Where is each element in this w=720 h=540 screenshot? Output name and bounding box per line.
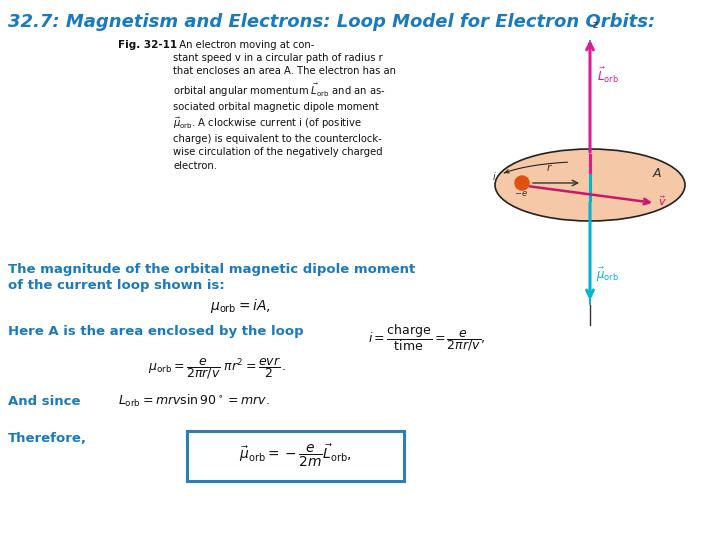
Text: $i$: $i$ xyxy=(492,170,497,182)
Text: $L_\mathrm{orb} = mrv\sin 90^\circ = mrv.$: $L_\mathrm{orb} = mrv\sin 90^\circ = mrv… xyxy=(118,393,270,409)
Text: $r$: $r$ xyxy=(546,162,553,173)
Text: Fig. 32-11: Fig. 32-11 xyxy=(118,40,177,50)
Text: Here A is the area enclosed by the loop: Here A is the area enclosed by the loop xyxy=(8,325,304,338)
Text: $\mu_\mathrm{orb} = \dfrac{e}{2\pi r/v}\;\pi r^2 = \dfrac{evr}{2}\,.$: $\mu_\mathrm{orb} = \dfrac{e}{2\pi r/v}\… xyxy=(148,355,287,381)
Text: z: z xyxy=(593,20,598,30)
Text: $\vec{\mu}_\mathrm{orb} = -\dfrac{e}{2m}\vec{L}_\mathrm{orb},$: $\vec{\mu}_\mathrm{orb} = -\dfrac{e}{2m}… xyxy=(239,443,352,469)
Text: 32.7: Magnetism and Electrons: Loop Model for Electron Orbits:: 32.7: Magnetism and Electrons: Loop Mode… xyxy=(8,13,655,31)
Text: An electron moving at con-
stant speed v in a circular path of radius r
that enc: An electron moving at con- stant speed v… xyxy=(173,40,396,171)
Text: The magnitude of the orbital magnetic dipole moment: The magnitude of the orbital magnetic di… xyxy=(8,263,415,276)
Ellipse shape xyxy=(495,149,685,221)
Text: $\vec{L}_\mathrm{orb}$: $\vec{L}_\mathrm{orb}$ xyxy=(597,65,619,85)
Text: And since: And since xyxy=(8,395,81,408)
Text: $-e$: $-e$ xyxy=(514,189,528,198)
Text: $\mu_\mathrm{orb} = iA,$: $\mu_\mathrm{orb} = iA,$ xyxy=(210,297,271,315)
Circle shape xyxy=(515,176,529,190)
Text: $A$: $A$ xyxy=(652,167,662,180)
Text: of the current loop shown is:: of the current loop shown is: xyxy=(8,279,225,292)
Text: $\vec{v}$: $\vec{v}$ xyxy=(658,194,667,208)
Text: Therefore,: Therefore, xyxy=(8,432,87,445)
Text: $i = \dfrac{\mathrm{charge}}{\mathrm{time}} = \dfrac{e}{2\pi r/v},$: $i = \dfrac{\mathrm{charge}}{\mathrm{tim… xyxy=(368,322,485,353)
FancyBboxPatch shape xyxy=(187,431,404,481)
Text: $\vec{\mu}_\mathrm{orb}$: $\vec{\mu}_\mathrm{orb}$ xyxy=(596,266,619,284)
